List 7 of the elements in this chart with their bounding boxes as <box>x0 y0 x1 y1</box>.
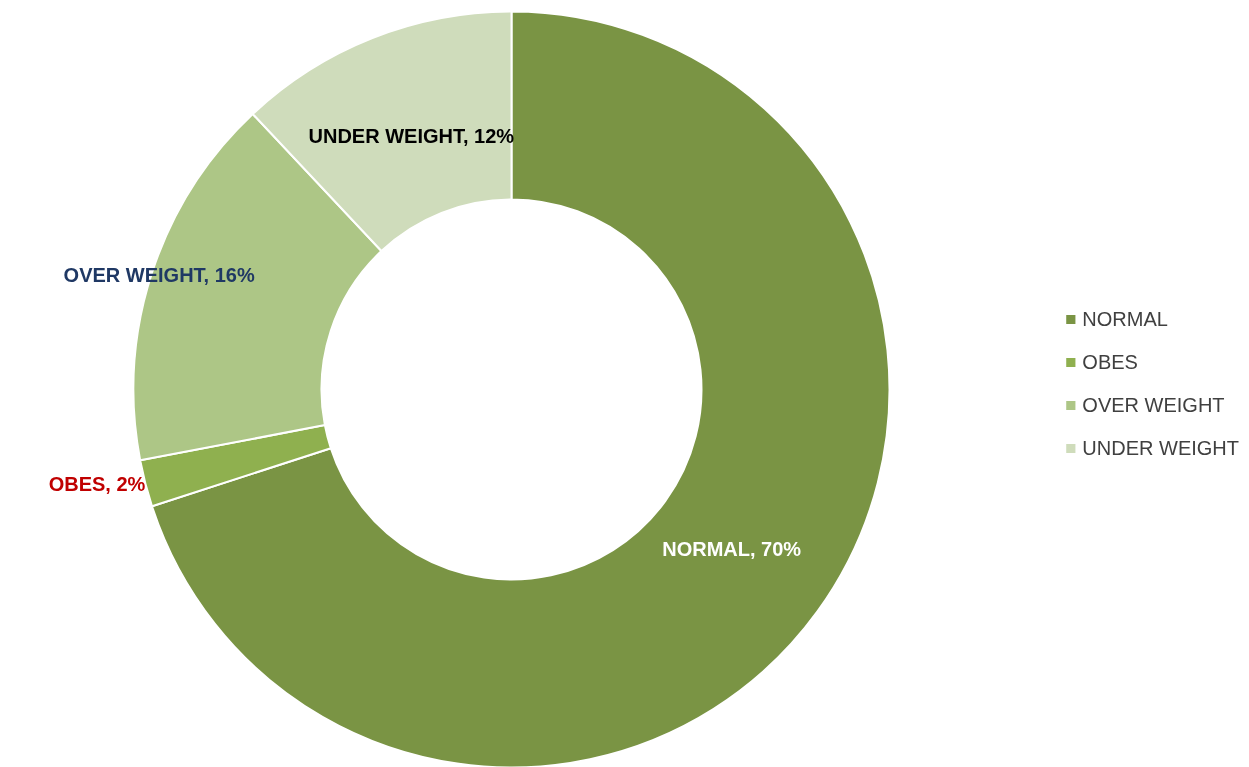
legend-label: UNDER WEIGHT <box>1082 436 1239 460</box>
data-label: UNDER WEIGHT, 12% <box>308 125 515 148</box>
legend-label: OBES <box>1082 350 1138 374</box>
data-label: NORMAL, 70% <box>662 538 802 561</box>
data-label: OBES, 2% <box>48 472 146 495</box>
legend-label: NORMAL <box>1082 307 1168 331</box>
legend-label: OVER WEIGHT <box>1082 393 1225 417</box>
